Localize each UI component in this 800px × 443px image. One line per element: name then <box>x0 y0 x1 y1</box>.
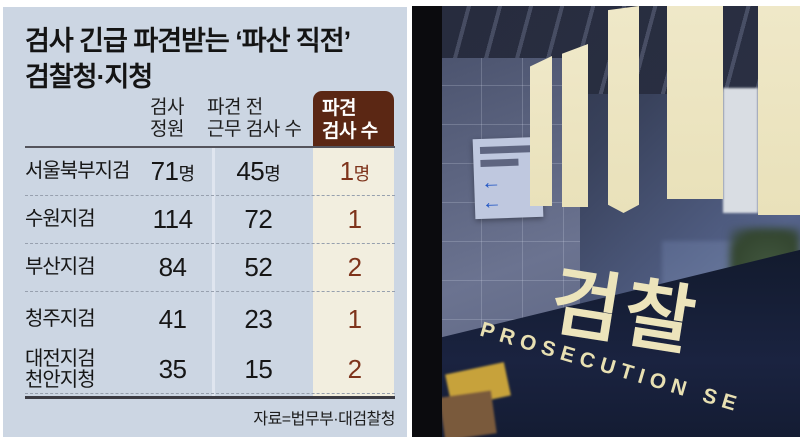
prosecution-logo-bar-4 <box>667 6 723 199</box>
column-header-quota: 검사 정원 <box>150 97 184 140</box>
before-dispatch-value: 45명 <box>236 156 281 186</box>
office-name: 청주지검 <box>25 307 96 330</box>
column-divider <box>212 148 215 396</box>
dispatched-value: 2 <box>347 354 362 384</box>
source-credit: 자료=법무부·대검찰청 <box>253 411 395 428</box>
prosecution-logo-bar-2 <box>562 44 588 207</box>
dispatched-value: 2 <box>347 252 362 282</box>
before-dispatch-value: 15 <box>244 354 273 384</box>
quota-value: 114 <box>152 204 193 234</box>
prosecution-logo-bar-5 <box>758 6 800 215</box>
office-name: 부산지검 <box>25 256 96 278</box>
office-name: 서울북부지검 <box>25 160 130 182</box>
table-top-rule <box>25 146 395 148</box>
table-row: 부산지검 84 52 2 <box>25 244 395 292</box>
before-dispatch-value: 23 <box>244 303 273 334</box>
highlight-column-background <box>313 148 394 396</box>
quota-value: 71명 <box>150 156 195 186</box>
quota-value: 41 <box>158 303 187 334</box>
before-dispatch-value: 52 <box>244 252 273 282</box>
table-body: 서울북부지검 71명 45명 1명 수원지검 114 72 1 부산지검 84 … <box>25 148 395 394</box>
column-header-before-dispatch: 파견 전 근무 검사 수 <box>207 97 302 140</box>
quota-value: 84 <box>158 252 187 282</box>
left-arrow-icon: ← ← <box>480 171 507 214</box>
table-row: 수원지검 114 72 1 <box>25 196 395 244</box>
before-dispatch-value: 72 <box>244 204 273 234</box>
wood-floor <box>439 390 497 437</box>
page-title-line1: 검사 긴급 파견받는 ‘파산 직전’ <box>25 26 351 56</box>
prosecution-office-photo: ← ← 검찰 PROSECUTION SE <box>412 6 800 437</box>
door-frame <box>412 6 442 437</box>
column-header-dispatched-highlight: 파견 검사 수 <box>313 91 394 148</box>
dispatched-value: 1 <box>347 303 362 334</box>
office-name: 대전지검 천안지청 <box>25 347 96 391</box>
page-title-line2: 검찰청·지청 <box>25 62 153 92</box>
quota-value: 35 <box>158 354 187 384</box>
prosecution-logo-bar-3 <box>608 6 639 213</box>
table-row: 대전지검 천안지청 35 15 2 <box>25 346 395 394</box>
office-name: 수원지검 <box>25 208 96 230</box>
table-row: 청주지검 41 23 1 <box>25 292 395 346</box>
prosecution-logo-bar-1 <box>530 56 552 206</box>
infographic-panel: 검사 긴급 파견받는 ‘파산 직전’ 검찰청·지청 검사 정원 파견 전 근무 … <box>3 7 407 437</box>
table-bottom-rule <box>25 396 395 399</box>
dispatched-value: 1 <box>347 204 362 234</box>
light-reflection <box>723 88 758 213</box>
dispatched-value: 1명 <box>339 156 371 186</box>
table-row: 서울북부지검 71명 45명 1명 <box>25 148 395 196</box>
